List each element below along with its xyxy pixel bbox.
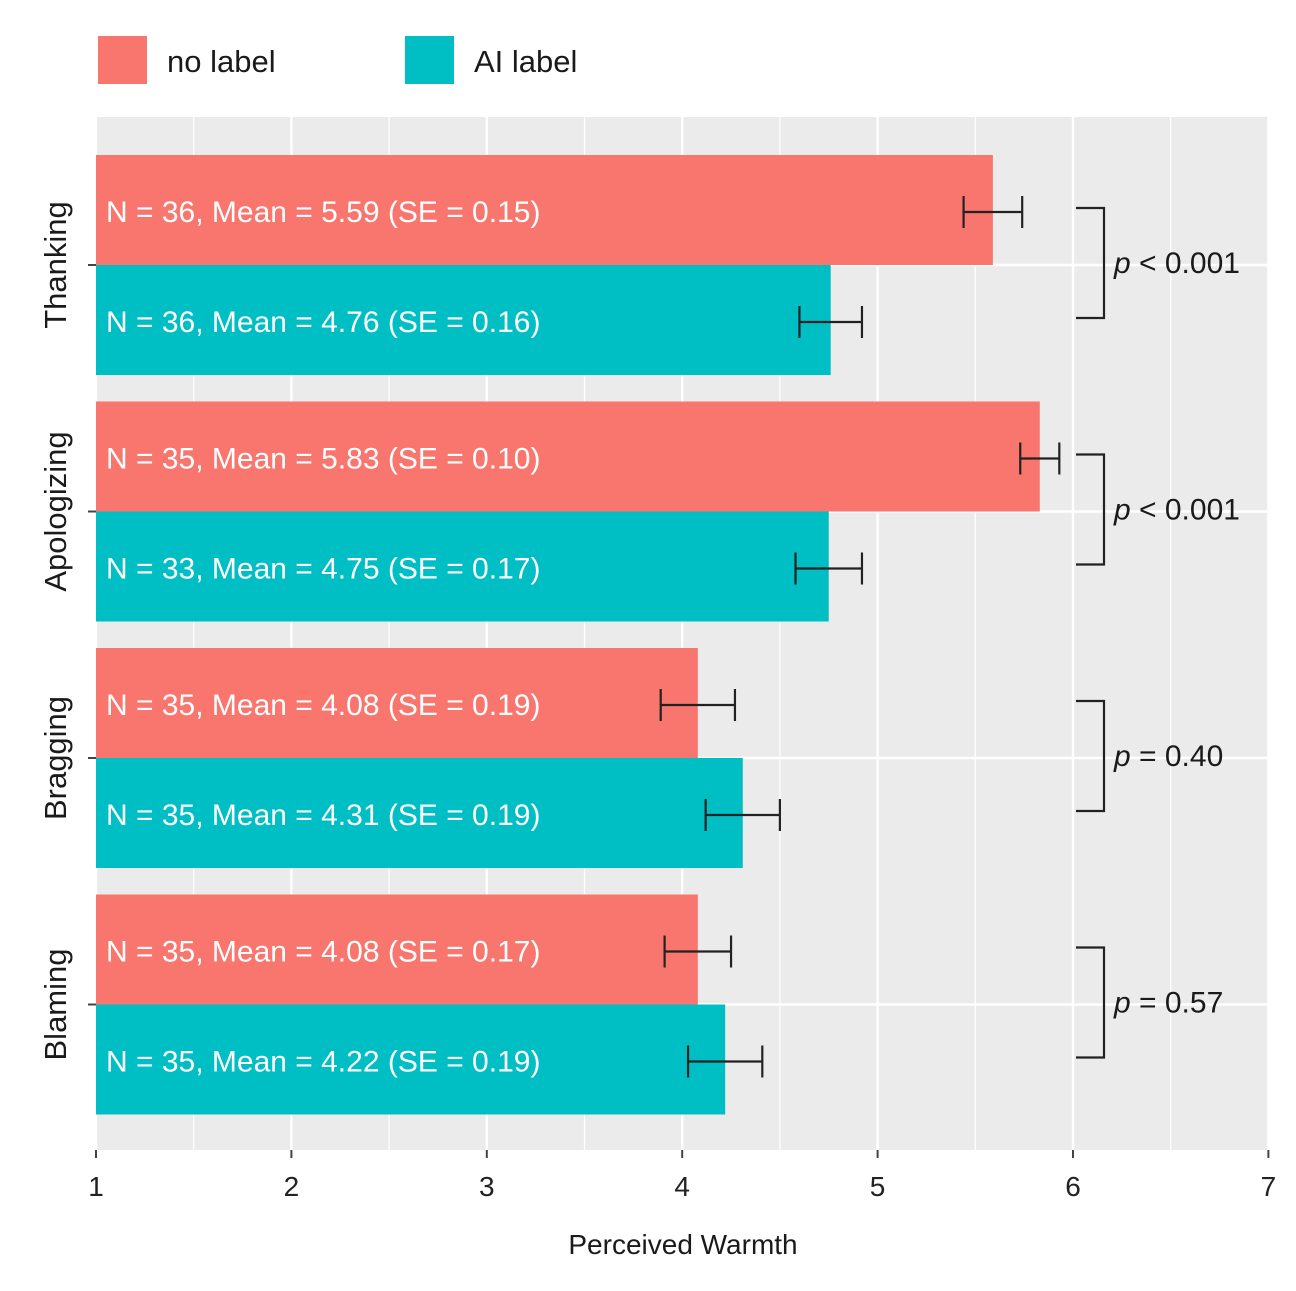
bar-thanking-ai-label xyxy=(96,265,831,375)
p-value-label: p = 0.40 xyxy=(1113,740,1223,773)
legend: no label AI label xyxy=(98,36,577,84)
bar-thanking-no-label xyxy=(96,155,993,265)
bar-bragging-no-label xyxy=(96,648,698,758)
bar-data-label: N = 35, Mean = 5.83 (SE = 0.10) xyxy=(106,443,540,476)
error-bars xyxy=(659,196,1061,1078)
bar-blaming-ai-label xyxy=(96,1004,726,1115)
bar-data-label: N = 35, Mean = 4.08 (SE = 0.17) xyxy=(106,936,540,969)
p-value-text: < 0.001 xyxy=(1131,247,1240,280)
p-value-label: p < 0.001 xyxy=(1113,247,1240,280)
p-symbol: p xyxy=(1113,494,1131,527)
p-value-label: p < 0.001 xyxy=(1113,494,1240,527)
comparison-bracket xyxy=(1076,699,1106,813)
bar-data-label: N = 35, Mean = 4.31 (SE = 0.19) xyxy=(106,799,540,832)
legend-label-1: AI label xyxy=(474,44,577,79)
x-tick-label: 1 xyxy=(88,1171,104,1202)
x-tick-label: 2 xyxy=(284,1171,300,1202)
p-value-text: = 0.57 xyxy=(1131,987,1224,1020)
comparison-bracket xyxy=(1076,946,1106,1059)
x-tick-label: 7 xyxy=(1261,1171,1277,1202)
p-symbol: p xyxy=(1113,740,1131,773)
p-value-label: p = 0.57 xyxy=(1113,987,1223,1020)
bar-data-label: N = 36, Mean = 5.59 (SE = 0.15) xyxy=(106,196,540,229)
bar-blaming-no-label xyxy=(96,894,698,1005)
legend-swatch-0 xyxy=(98,36,147,84)
p-symbol: p xyxy=(1113,247,1131,280)
legend-swatch-1 xyxy=(405,36,454,84)
bar-apologizing-no-label xyxy=(96,401,1040,512)
bars xyxy=(96,155,1040,1115)
bar-data-label: N = 35, Mean = 4.22 (SE = 0.19) xyxy=(106,1046,540,1079)
y-category-label: Thanking xyxy=(38,201,73,329)
bar-bragging-ai-label xyxy=(96,758,743,868)
p-symbol: p xyxy=(1113,987,1131,1020)
y-category-label: Bragging xyxy=(38,696,73,820)
x-tick-label: 3 xyxy=(479,1171,495,1202)
bar-labels: N = 36, Mean = 5.59 (SE = 0.15) N = 36, M… xyxy=(106,196,540,1079)
p-value-text: < 0.001 xyxy=(1131,494,1240,527)
bar-apologizing-ai-label xyxy=(96,511,829,622)
bar-data-label: N = 36, Mean = 4.76 (SE = 0.16) xyxy=(106,306,540,339)
p-value-text: = 0.40 xyxy=(1131,740,1224,773)
x-tick-label: 4 xyxy=(674,1171,690,1202)
y-category-label: Apologizing xyxy=(38,431,73,591)
comparison-bracket xyxy=(1076,453,1106,566)
x-axis-title: Perceived Warmth xyxy=(568,1229,797,1260)
axes: 1 2 3 4 5 6 7 Thanking Apologizing Bragging Blamin… xyxy=(38,201,1276,1202)
bar-data-label: N = 35, Mean = 4.08 (SE = 0.19) xyxy=(106,689,540,722)
x-tick-label: 5 xyxy=(870,1171,886,1202)
x-tick-label: 6 xyxy=(1065,1171,1081,1202)
bar-data-label: N = 33, Mean = 4.75 (SE = 0.17) xyxy=(106,553,540,586)
comparison-bracket xyxy=(1076,206,1106,320)
y-category-label: Blaming xyxy=(38,949,73,1061)
legend-label-0: no label xyxy=(167,44,276,79)
